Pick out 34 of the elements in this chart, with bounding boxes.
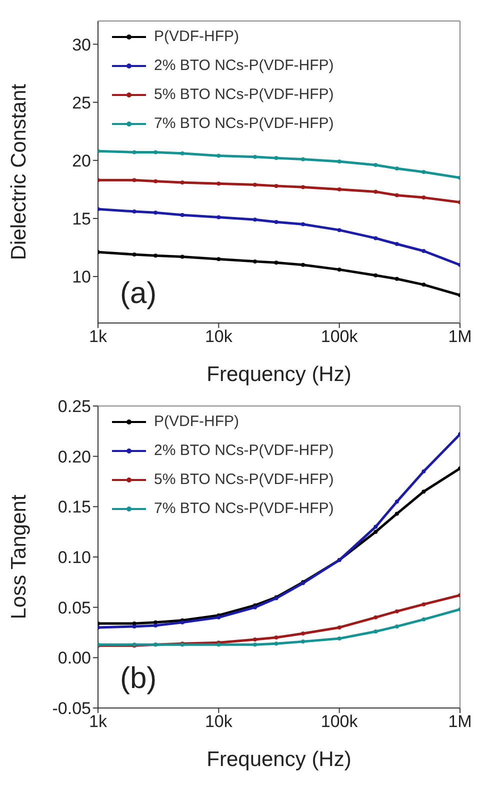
legend-label: 7% BTO NCs-P(VDF-HFP) <box>154 500 334 517</box>
y-tick-label: 15 <box>72 209 91 228</box>
y-tick-label: 25 <box>72 93 91 112</box>
x-tick-label: 100k <box>320 712 358 732</box>
annotation: (a) <box>120 277 157 311</box>
legend-label: 2% BTO NCs-P(VDF-HFP) <box>154 57 334 74</box>
annotation: (b) <box>120 662 157 696</box>
x-tick-label: 10k <box>204 327 233 346</box>
x-tick-label: 10k <box>204 712 233 732</box>
y-tick-label: 20 <box>72 151 91 170</box>
legend-label: P(VDF-HFP) <box>154 413 239 430</box>
y-axis-title: Dielectric Constant <box>7 84 30 260</box>
y-tick-label: 0.10 <box>58 548 91 568</box>
y-tick-label: 0.05 <box>58 598 91 618</box>
x-tick-label: 1M <box>448 712 472 732</box>
legend-label: 2% BTO NCs-P(VDF-HFP) <box>154 442 334 459</box>
y-tick-label: 0.15 <box>58 498 91 517</box>
x-axis-title: Frequency (Hz) <box>206 363 352 386</box>
y-tick-label: -0.05 <box>52 699 91 718</box>
x-tick-label: 100k <box>320 327 358 346</box>
legend-label: P(VDF-HFP) <box>154 28 239 45</box>
y-tick-label: 30 <box>72 35 91 54</box>
x-tick-label: 1k <box>89 712 108 732</box>
legend-label: 7% BTO NCs-P(VDF-HFP) <box>154 115 334 132</box>
x-tick-label: 1M <box>448 327 472 346</box>
y-tick-label: 0.00 <box>58 648 91 668</box>
legend-label: 5% BTO NCs-P(VDF-HFP) <box>154 471 334 488</box>
y-tick-label: 0.25 <box>58 397 91 416</box>
x-tick-label: 1k <box>89 327 108 346</box>
y-tick-label: 0.20 <box>58 447 91 466</box>
y-tick-label: 10 <box>72 268 91 287</box>
x-axis-title: Frequency (Hz) <box>206 748 352 771</box>
legend-label: 5% BTO NCs-P(VDF-HFP) <box>154 86 334 103</box>
y-axis-title: Loss Tangent <box>7 494 30 620</box>
